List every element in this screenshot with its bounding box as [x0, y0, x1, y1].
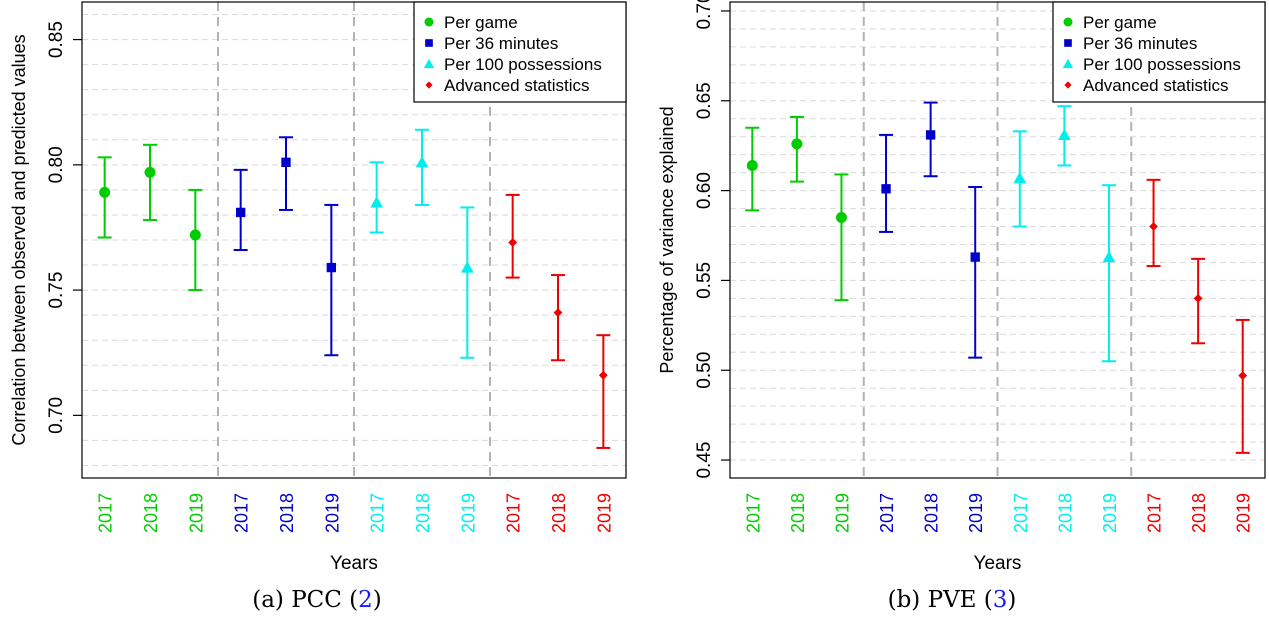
x-tick-label: 2017	[1011, 493, 1031, 533]
data-point	[1102, 250, 1116, 263]
data-point	[1193, 293, 1203, 303]
y-tick-label: 0.80	[46, 146, 67, 183]
legend-label: Per 36 minutes	[1083, 34, 1197, 53]
legend-box	[413, 1, 627, 103]
data-point	[746, 159, 758, 171]
data-point	[235, 207, 246, 218]
x-tick-label: 2019	[322, 493, 342, 533]
panel-pve: 0.45 0.50 0.55 0.60 0.65 0.70 Percentage of va…	[635, 0, 1269, 625]
x-tick-label: 2017	[96, 493, 116, 533]
y-tick-label: 0.55	[694, 262, 715, 299]
data-point	[1149, 222, 1158, 231]
x-tick-label: 2019	[594, 493, 614, 533]
x-axis-label: Years	[974, 553, 1022, 574]
data-point	[370, 196, 383, 208]
legend-label: Per 36 minutes	[444, 34, 558, 53]
x-tick-label: 2019	[966, 493, 986, 533]
legend-label: Per game	[444, 13, 518, 32]
y-tick-label: 0.60	[694, 172, 715, 209]
legend-marker	[1062, 58, 1074, 69]
y-tick-label: 0.65	[694, 82, 715, 119]
legend-label: Per 100 possessions	[444, 55, 602, 74]
x-tick-label: 2018	[1189, 493, 1209, 533]
x-tick-label: 2017	[368, 493, 388, 533]
pcc-chart: 0.70 0.75 0.80 0.85 Correlation between obse…	[9, 1, 627, 574]
x-tick-label: 2019	[1234, 493, 1254, 533]
x-tick-label: 2017	[743, 493, 763, 533]
caption-pve-close: )	[1007, 587, 1017, 613]
data-point	[1058, 128, 1071, 140]
caption-pve: (b) PVE (3)	[635, 587, 1269, 613]
x-tick-label: 2018	[413, 493, 433, 533]
legend-marker	[1063, 17, 1073, 27]
legend-label: Advanced statistics	[444, 76, 590, 95]
data-point	[326, 262, 337, 273]
x-tick-label: 2019	[458, 493, 478, 533]
caption-pcc-text: (a) PCC (	[252, 587, 359, 613]
data-point	[835, 212, 847, 224]
panel-pcc: 0.70 0.75 0.80 0.85 Correlation between obse…	[0, 0, 634, 625]
y-tick-label: 0.70	[46, 397, 67, 434]
plot-frame	[729, 1, 1266, 479]
legend-marker	[425, 39, 433, 47]
caption-pcc-close: )	[372, 587, 382, 613]
x-axis-label: Years	[330, 553, 378, 574]
caption-pcc: (a) PCC (2)	[0, 587, 634, 613]
data-point	[598, 370, 608, 380]
plot-frame	[81, 1, 627, 479]
legend-label: Per game	[1083, 13, 1157, 32]
x-tick-label: 2018	[1055, 493, 1075, 533]
data-point	[508, 238, 518, 247]
x-tick-label: 2017	[232, 493, 252, 533]
caption-pve-ref[interactable]: 3	[992, 587, 1008, 613]
data-point	[281, 157, 291, 168]
legend-box	[1052, 1, 1266, 103]
y-tick-label: 0.70	[694, 0, 715, 29]
x-tick-label: 2018	[141, 493, 161, 533]
data-point	[1238, 371, 1248, 381]
x-tick-label: 2017	[877, 493, 897, 533]
y-tick-label: 0.45	[694, 442, 715, 479]
data-point	[415, 156, 429, 168]
data-point	[1013, 171, 1027, 184]
y-tick-label: 0.75	[46, 272, 67, 309]
legend-marker	[1064, 39, 1072, 47]
x-tick-label: 2019	[1100, 493, 1120, 533]
x-tick-label: 2018	[922, 493, 942, 533]
data-point	[189, 229, 201, 241]
legend-marker	[423, 58, 435, 69]
data-point	[881, 184, 891, 194]
legend-label: Advanced statistics	[1083, 76, 1229, 95]
data-point	[791, 138, 803, 150]
data-point	[461, 261, 474, 273]
y-axis-label: Percentage of variance explained	[657, 106, 677, 373]
pve-chart: 0.45 0.50 0.55 0.60 0.65 0.70 Percentage of va…	[657, 0, 1266, 574]
y-tick-label: 0.50	[694, 352, 715, 389]
legend-marker	[425, 81, 433, 89]
data-point	[553, 308, 563, 318]
x-tick-label: 2017	[504, 493, 524, 533]
y-axis-label: Correlation between observed and predict…	[9, 34, 29, 445]
data-point	[144, 166, 156, 178]
x-tick-label: 2018	[277, 493, 297, 533]
x-tick-label: 2019	[186, 493, 206, 533]
caption-pve-text: (b) PVE (	[887, 587, 993, 613]
caption-pcc-ref[interactable]: 2	[358, 587, 373, 613]
x-tick-label: 2017	[1145, 493, 1165, 533]
data-point	[970, 252, 980, 262]
x-tick-label: 2019	[832, 493, 852, 533]
x-tick-label: 2018	[549, 493, 569, 533]
legend-label: Per 100 possessions	[1083, 55, 1241, 74]
x-tick-label: 2018	[788, 493, 808, 533]
legend-marker	[424, 17, 434, 27]
data-point	[99, 186, 111, 198]
data-point	[925, 130, 936, 140]
y-tick-label: 0.85	[46, 21, 67, 58]
